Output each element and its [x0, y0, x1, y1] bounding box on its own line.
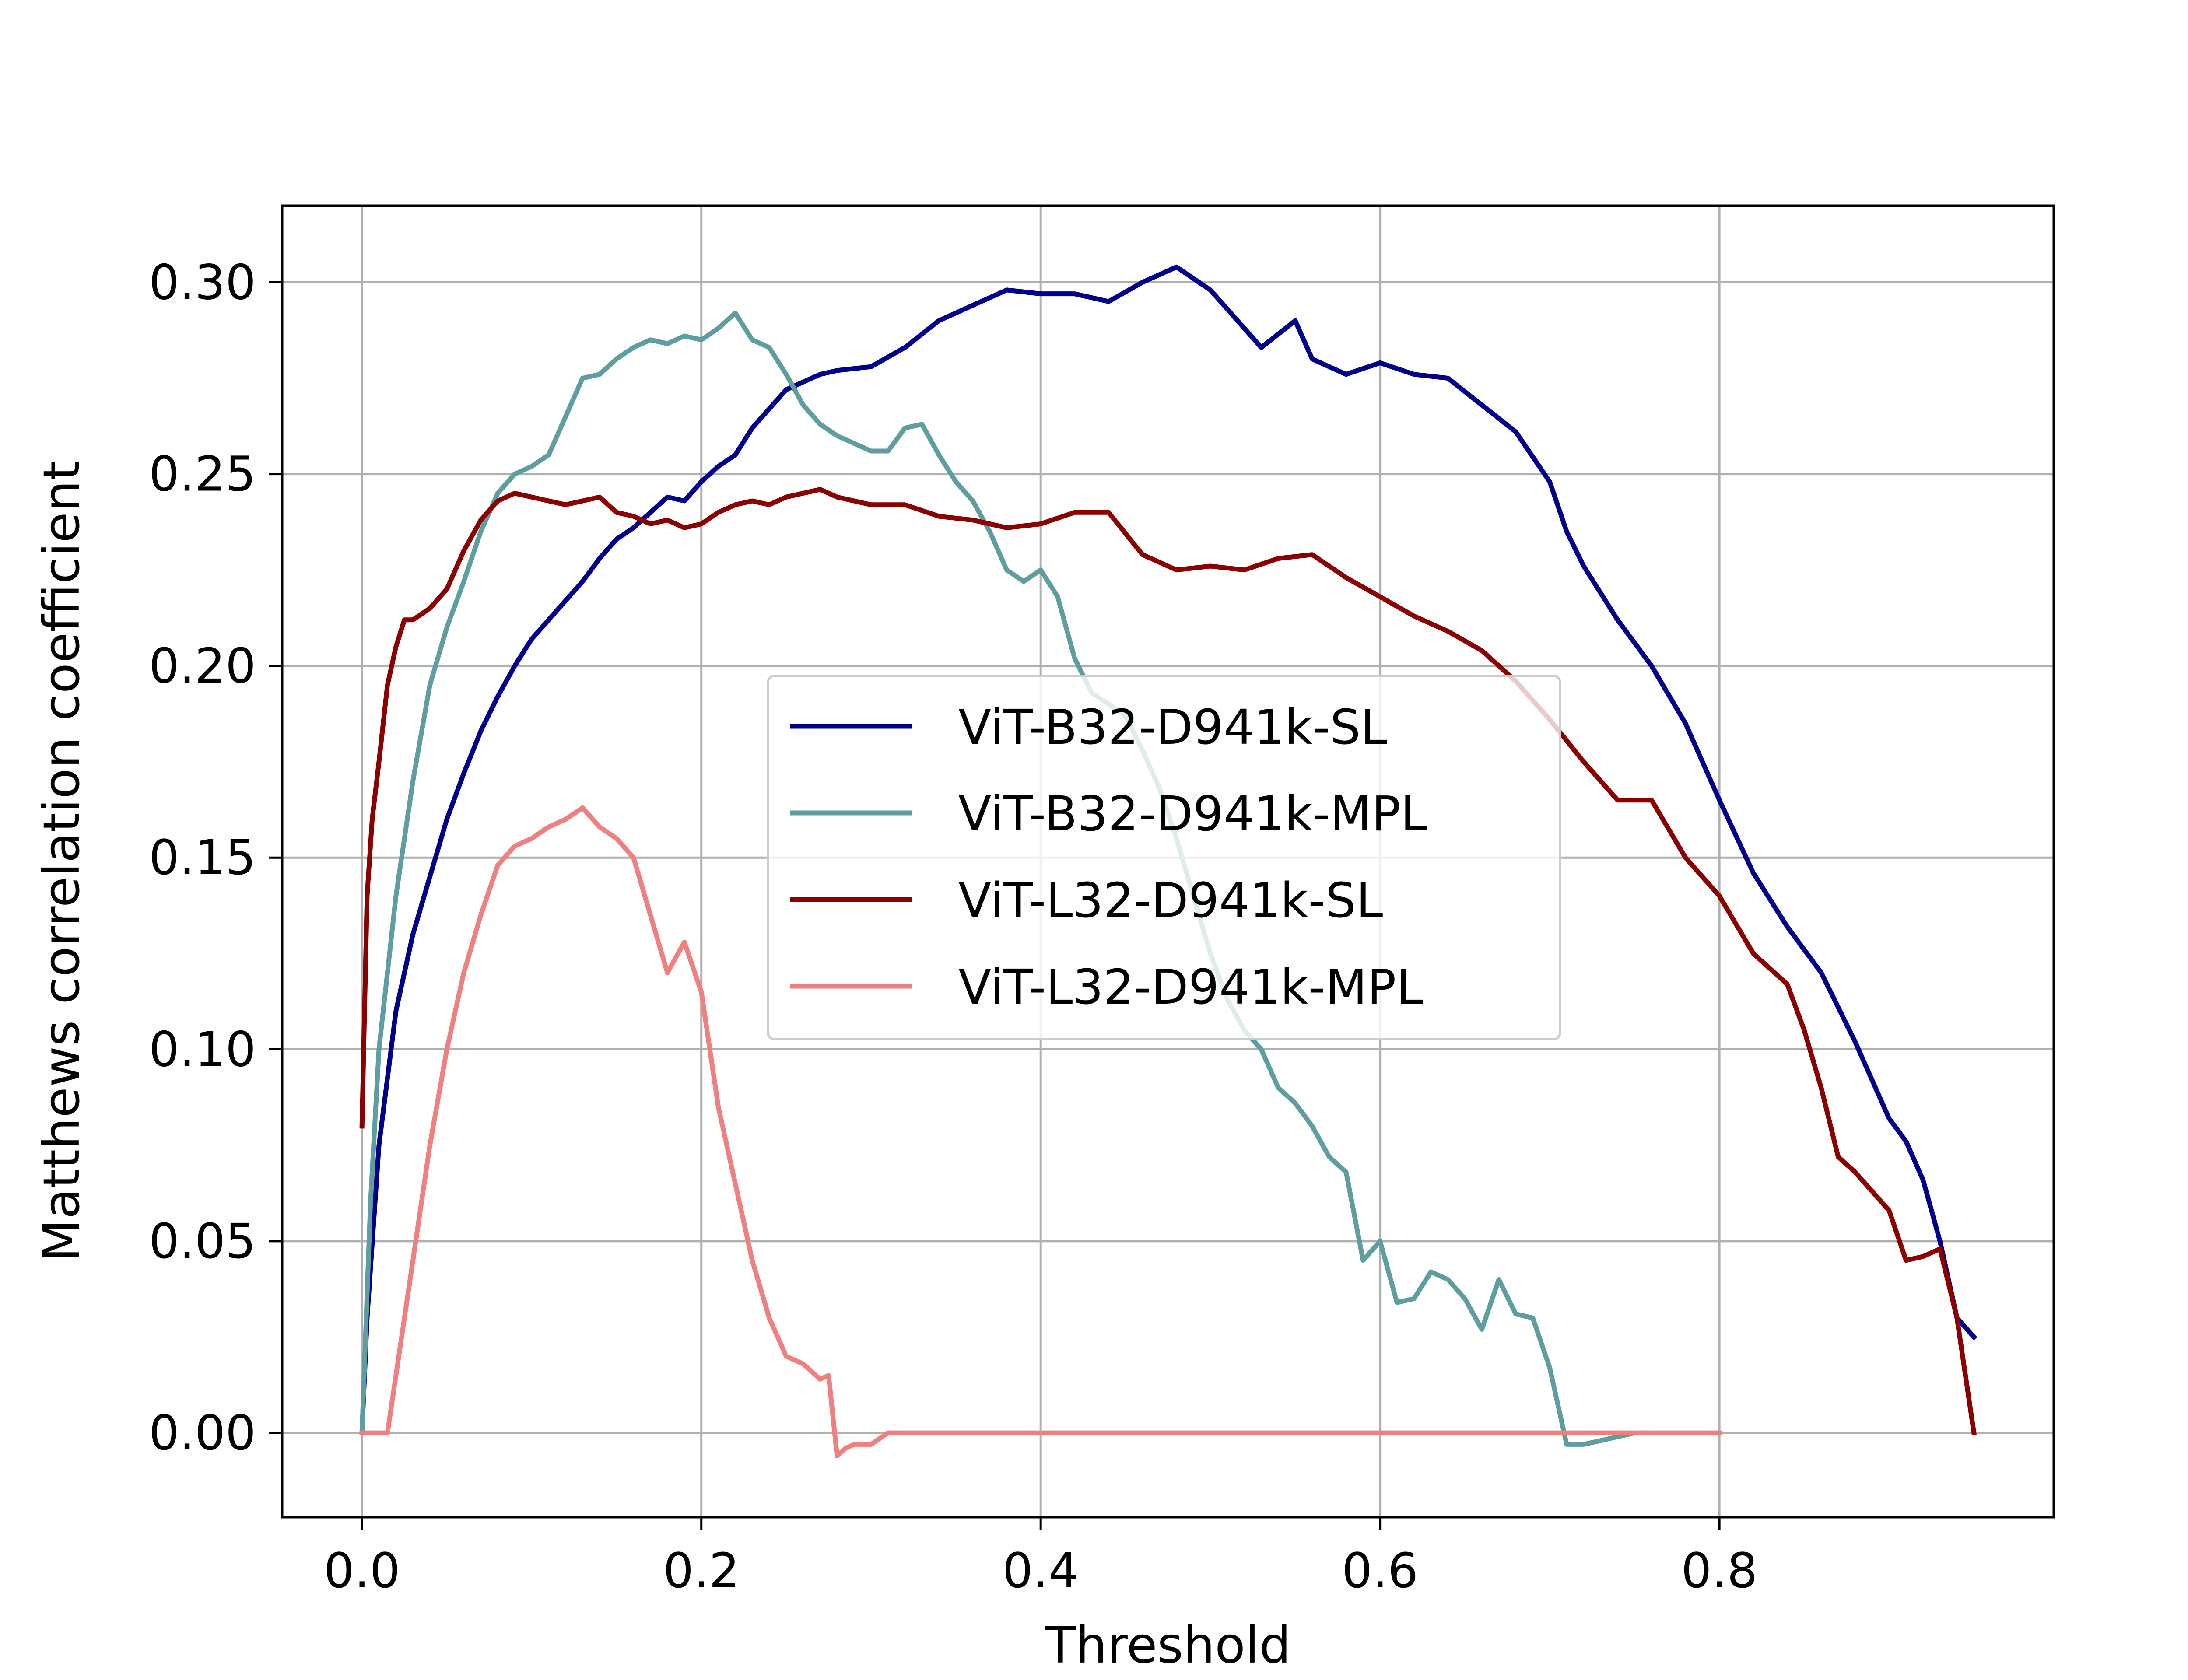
- legend-label: ViT-B32-D941k-MPL: [958, 786, 1427, 842]
- series-line-1: [359, 264, 1978, 1435]
- series-lines: [359, 264, 1978, 1459]
- legend-label: ViT-L32-D941k-SL: [958, 872, 1383, 928]
- x-axis-label: Threshold: [1045, 1616, 1291, 1674]
- y-tick-label: 0.05: [149, 1213, 256, 1269]
- legend-label: ViT-B32-D941k-SL: [958, 699, 1388, 755]
- plot-frame: [281, 204, 2055, 1519]
- x-tick-label: 0.0: [324, 1543, 400, 1599]
- series-line-4: [359, 805, 1722, 1459]
- y-tick-label: 0.25: [149, 446, 256, 502]
- y-tick-label: 0.15: [149, 830, 256, 886]
- x-tick-label: 0.8: [1681, 1543, 1758, 1599]
- y-tick-label: 0.30: [149, 254, 256, 310]
- legend-box: [767, 675, 1561, 1040]
- series-line-2: [359, 311, 1654, 1447]
- y-tick-label: 0.10: [149, 1022, 256, 1078]
- legend-label: ViT-L32-D941k-MPL: [958, 959, 1423, 1015]
- series-line-3: [359, 487, 1977, 1436]
- x-tick-label: 0.6: [1342, 1543, 1418, 1599]
- y-axis-label: Matthews correlation coefficient: [32, 461, 91, 1262]
- x-tick-label: 0.2: [663, 1543, 740, 1599]
- axis-ticks: 0.0 0.2 0.4 0.6 0.8 0.00 0.05 0.10 0.15 0.20 0.25 0…: [149, 254, 1758, 1599]
- y-tick-label: 0.20: [149, 638, 256, 694]
- y-tick-label: 0.00: [149, 1405, 256, 1461]
- x-tick-label: 0.4: [1003, 1543, 1079, 1599]
- legend: ViT-B32-D941k-SL ViT-B32-D941k-MPL ViT-L32…: [767, 675, 1561, 1040]
